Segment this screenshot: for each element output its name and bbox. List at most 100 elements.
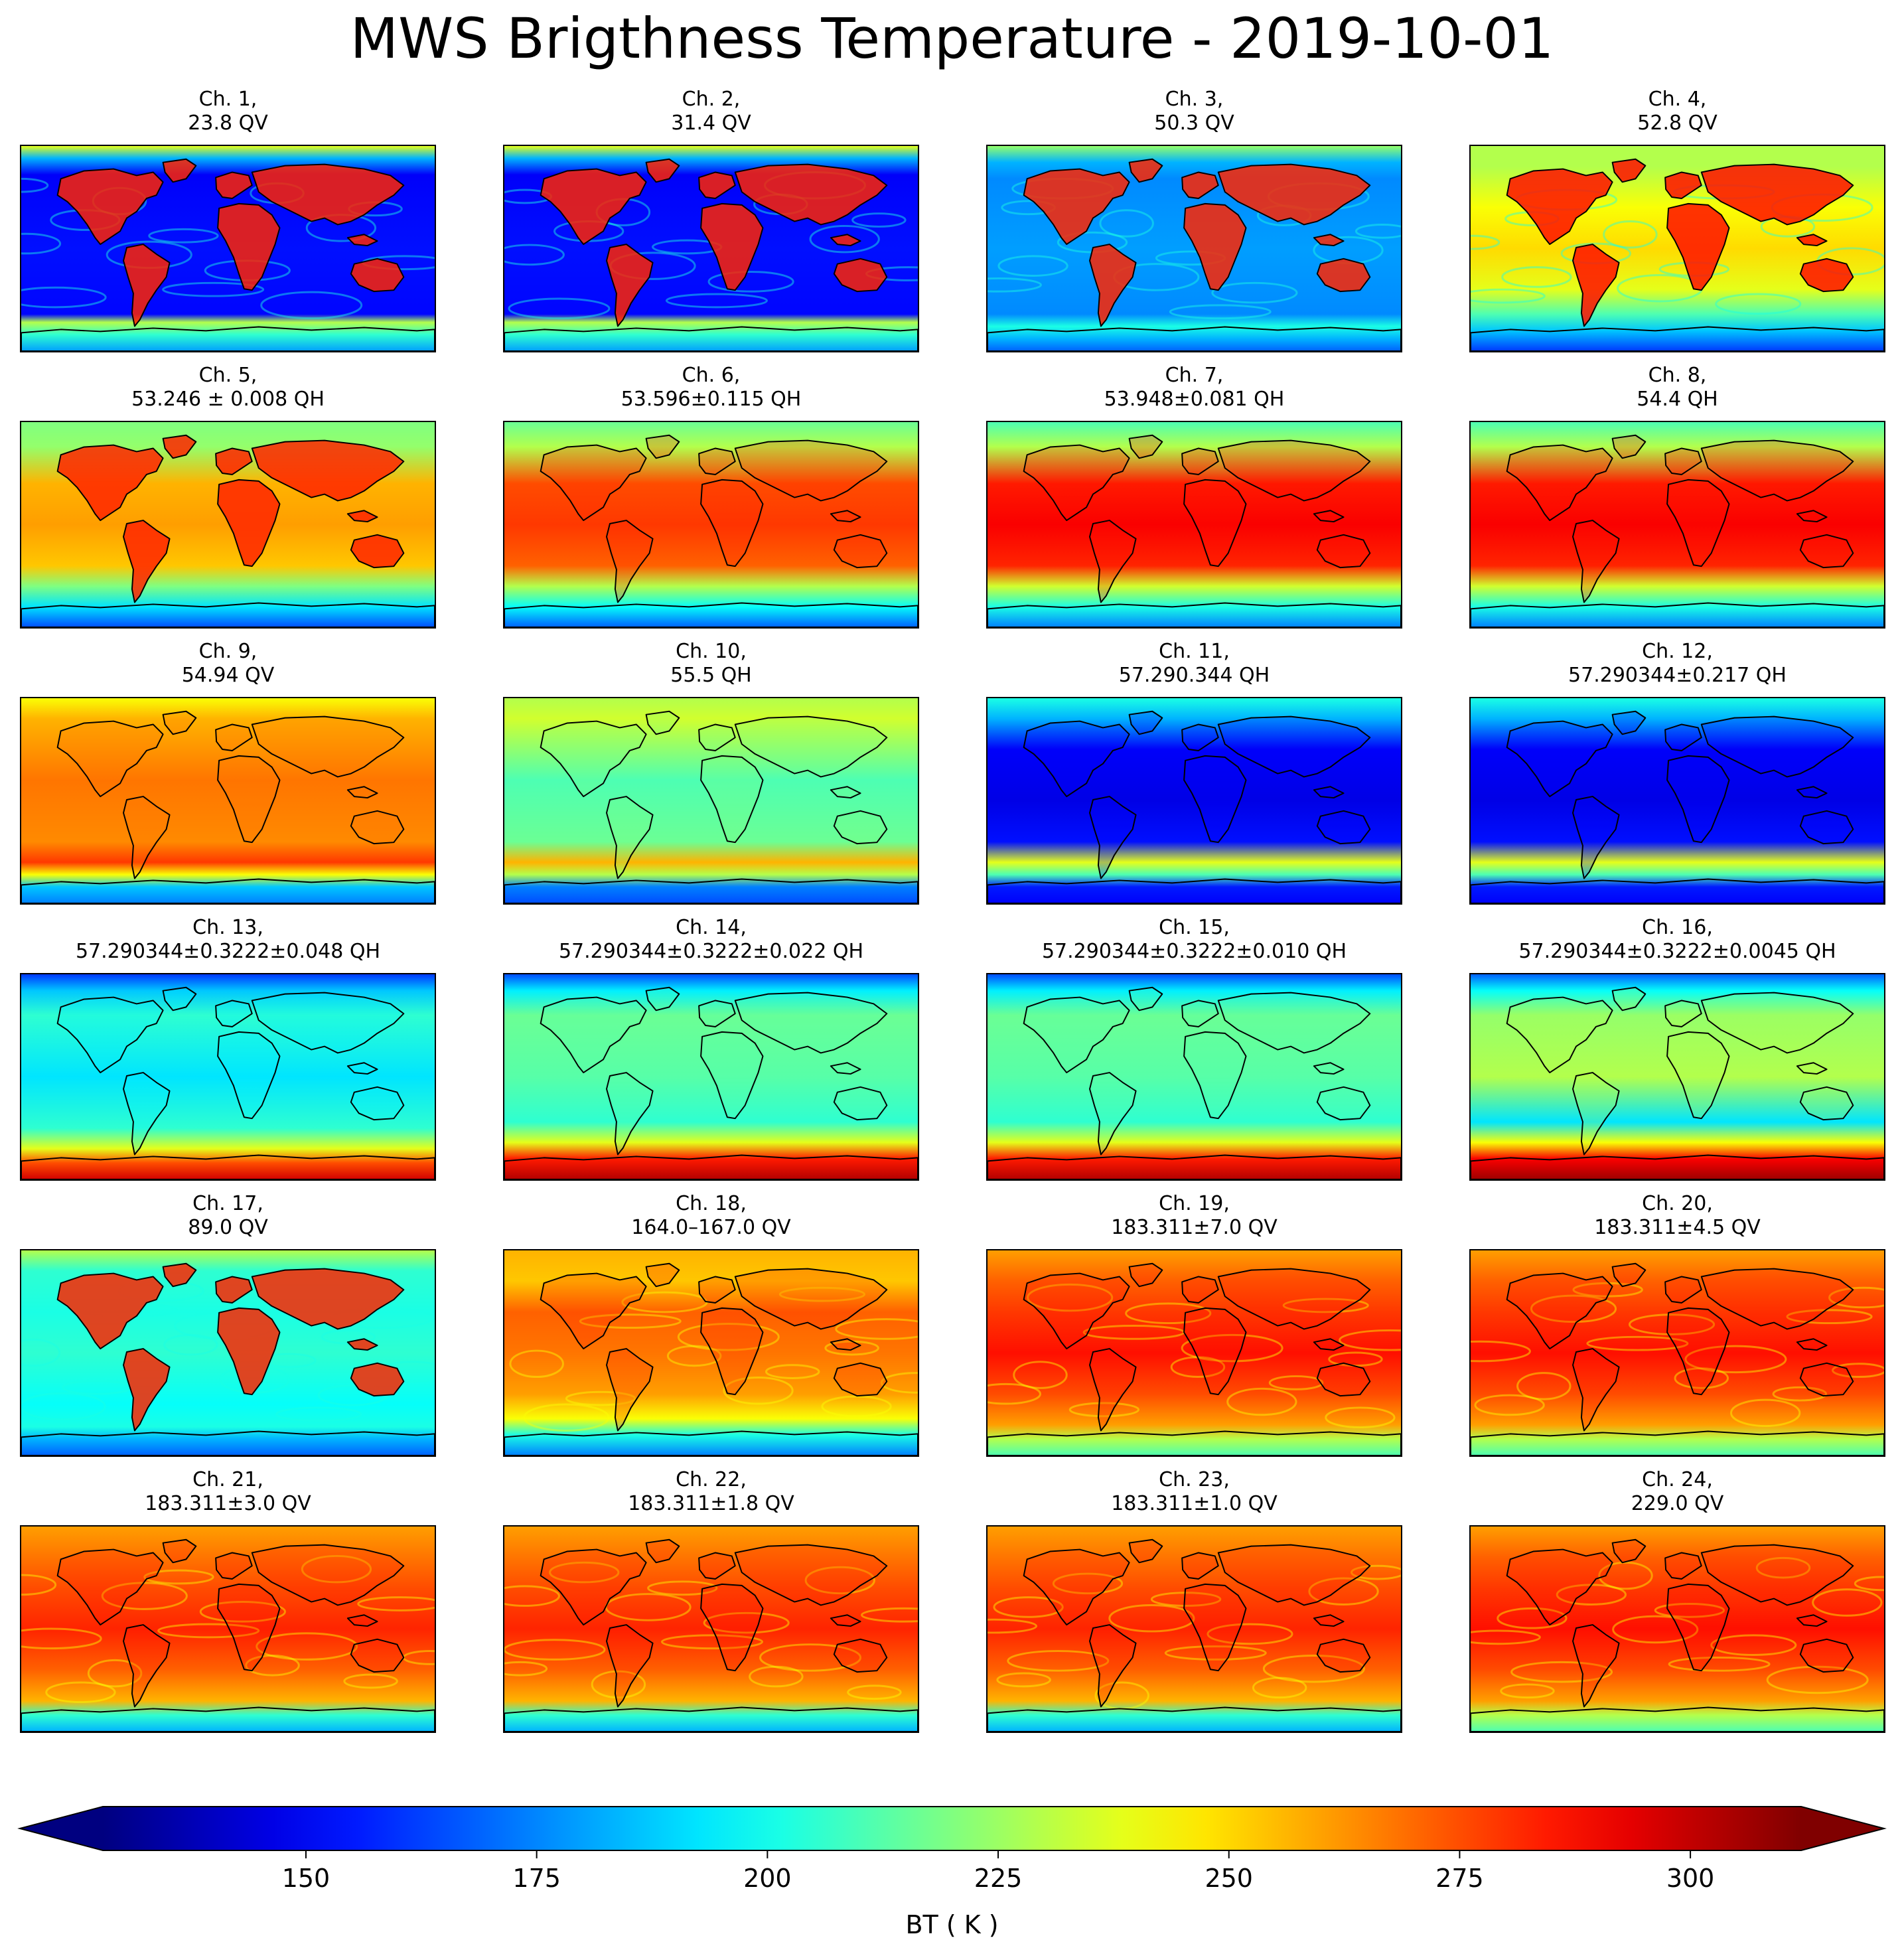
cloud-swirl xyxy=(1169,304,1272,320)
continent-coastline xyxy=(540,1548,647,1626)
panel-title-frequency: 89.0 QV xyxy=(188,1216,268,1239)
continent-coastline xyxy=(698,447,736,475)
continent-coastline xyxy=(162,158,197,183)
cloud-swirl xyxy=(759,1643,862,1672)
panel-title-frequency: 53.596±0.115 QH xyxy=(621,388,802,411)
antarctica-coastline xyxy=(1471,1154,1884,1179)
cloud-swirl xyxy=(1474,1394,1545,1416)
continent-coastline xyxy=(1572,1624,1620,1708)
cloud-swirl xyxy=(162,281,265,297)
continent-coastline xyxy=(1796,1338,1828,1351)
panel-title-channel: Ch. 5, xyxy=(198,364,257,387)
continent-coastline xyxy=(1506,444,1613,522)
continent-coastline xyxy=(734,715,888,778)
panel-title-frequency: 57.290344±0.3222±0.0045 QH xyxy=(1518,940,1836,963)
continent-coastline xyxy=(56,168,164,246)
panel-title-frequency: 31.4 QV xyxy=(671,112,751,135)
map-image xyxy=(986,1249,1402,1457)
continent-coastline xyxy=(734,439,888,502)
continent-coastline xyxy=(1796,1062,1828,1075)
cloud-swirl xyxy=(1766,1665,1869,1694)
continent-coastline xyxy=(56,444,164,522)
map-svg xyxy=(988,1527,1401,1732)
continent-coastline xyxy=(645,710,680,735)
continent-coastline xyxy=(1181,447,1219,475)
continent-coastline xyxy=(1183,1031,1247,1120)
continent-coastline xyxy=(215,447,253,475)
continent-coastline xyxy=(1089,1348,1137,1432)
continent-coastline xyxy=(1313,1062,1345,1075)
map-image xyxy=(503,1249,919,1457)
colorbar-tick-label: 250 xyxy=(1205,1864,1253,1893)
cloud-swirl xyxy=(988,1618,1037,1634)
cloud-swirl xyxy=(504,1639,606,1661)
continent-coastline xyxy=(645,158,680,183)
continent-coastline xyxy=(162,1262,197,1288)
cloud-swirl xyxy=(1729,1398,1801,1428)
antarctica-coastline xyxy=(988,1430,1401,1456)
continent-coastline xyxy=(833,810,888,845)
continent-coastline xyxy=(217,1031,281,1120)
continent-coastline xyxy=(1664,171,1702,199)
panel-title-channel: Ch. 19, xyxy=(1159,1192,1230,1215)
map-svg xyxy=(21,698,435,903)
continent-coastline xyxy=(1611,1538,1647,1564)
continent-coastline xyxy=(540,168,647,246)
colorbar-tick-label: 275 xyxy=(1435,1864,1484,1893)
cloud-swirl xyxy=(1355,223,1401,239)
continent-coastline xyxy=(606,1348,654,1432)
cloud-swirl xyxy=(148,228,219,244)
cloud-swirl xyxy=(1603,220,1658,249)
map-image xyxy=(1469,697,1885,905)
map-image xyxy=(503,421,919,629)
cloud-swirl xyxy=(21,1338,61,1367)
bt-field xyxy=(988,698,1401,903)
map-image xyxy=(503,697,919,905)
map-image xyxy=(503,973,919,1181)
continent-coastline xyxy=(1183,479,1247,567)
continent-coastline xyxy=(1089,1072,1137,1156)
cloud-swirl xyxy=(275,1406,362,1422)
continent-coastline xyxy=(734,163,888,226)
continent-coastline xyxy=(1700,715,1854,778)
continent-coastline xyxy=(700,755,764,844)
map-image xyxy=(20,145,436,352)
antarctica-coastline xyxy=(504,602,918,627)
cloud-swirl xyxy=(579,1313,682,1329)
cloud-swirl xyxy=(260,291,363,320)
continent-coastline xyxy=(1217,439,1371,502)
continent-coastline xyxy=(1313,510,1345,523)
continent-coastline xyxy=(1217,1544,1371,1606)
continent-coastline xyxy=(645,434,680,459)
colorbar-outline xyxy=(17,1806,1887,1851)
bt-field xyxy=(1471,974,1884,1179)
antarctica-coastline xyxy=(1471,602,1884,627)
map-svg xyxy=(988,1250,1401,1456)
map-svg xyxy=(1471,974,1884,1179)
colorbar-svg xyxy=(17,1806,1887,1858)
continent-coastline xyxy=(1023,720,1130,798)
continent-coastline xyxy=(1799,810,1854,845)
continent-coastline xyxy=(251,1268,405,1330)
cloud-swirl xyxy=(504,244,565,266)
continent-coastline xyxy=(830,1614,861,1627)
antarctica-coastline xyxy=(988,1154,1401,1179)
continent-coastline xyxy=(645,1538,680,1564)
map-image xyxy=(1469,421,1885,629)
map-svg xyxy=(988,974,1401,1179)
cloud-swirl xyxy=(1207,1623,1293,1645)
continent-coastline xyxy=(833,534,888,569)
cloud-swirl xyxy=(1308,1577,1379,1606)
continent-coastline xyxy=(1128,1262,1163,1288)
chart-title: MWS Brigthness Temperature - 2019-10-01 xyxy=(350,6,1554,71)
panel-title-channel: Ch. 4, xyxy=(1648,88,1707,111)
bt-field xyxy=(504,422,918,627)
panel-title-frequency: 53.948±0.081 QH xyxy=(1104,388,1285,411)
map-image xyxy=(1469,1525,1885,1733)
continent-coastline xyxy=(1316,1362,1371,1397)
continent-coastline xyxy=(346,1062,378,1075)
bt-field xyxy=(1471,698,1884,903)
continent-coastline xyxy=(540,1272,647,1350)
continent-coastline xyxy=(1316,534,1371,569)
antarctica-coastline xyxy=(1471,878,1884,903)
